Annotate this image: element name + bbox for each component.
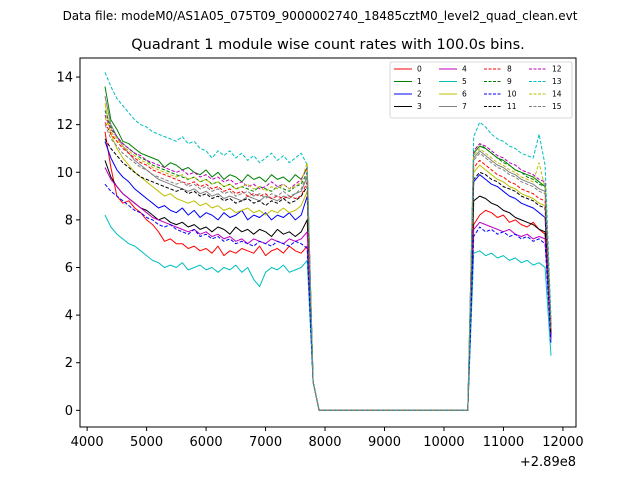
x-tick-label: 8000	[308, 435, 341, 450]
series-line-1	[104, 86, 552, 411]
series-line-10	[104, 183, 552, 411]
series-line-3	[104, 160, 552, 411]
x-tick-label: 10000	[423, 435, 464, 450]
legend-label-5: 5	[462, 77, 467, 86]
series-line-2	[104, 141, 552, 411]
y-tick-label: 8	[65, 213, 73, 228]
x-tick-label: 11000	[483, 435, 524, 450]
plot-area	[80, 58, 576, 427]
legend-label-14: 14	[552, 90, 562, 99]
legend-label-10: 10	[507, 90, 517, 99]
series-line-12	[104, 114, 552, 411]
series-line-15	[104, 124, 552, 411]
legend-label-4: 4	[462, 65, 467, 74]
y-tick-label: 2	[65, 356, 73, 371]
series-line-0	[104, 131, 552, 411]
legend-label-7: 7	[462, 102, 467, 111]
series-line-14	[104, 117, 552, 411]
legend-label-2: 2	[417, 90, 422, 99]
y-tick-label: 6	[65, 261, 73, 276]
x-tick-label: 6000	[190, 435, 223, 450]
x-offset-label: +2.89e8	[520, 455, 576, 470]
legend-label-1: 1	[417, 77, 422, 86]
series-line-6	[104, 103, 552, 411]
x-tick-label: 9000	[368, 435, 401, 450]
y-tick-label: 10	[56, 166, 73, 181]
series-line-5	[104, 214, 552, 411]
y-tick-label: 14	[56, 71, 73, 86]
legend-label-3: 3	[417, 102, 422, 111]
series-line-7	[104, 95, 552, 411]
legend-label-6: 6	[462, 90, 467, 99]
legend-label-13: 13	[552, 77, 562, 86]
ticks-layer: 4000 5000 6000 7000 8000 9000 10000 11000 12000 0…	[56, 71, 583, 450]
series-line-11	[104, 138, 552, 411]
figure-suptitle: Data file: modeM0/AS1A05_075T09_90000027…	[63, 9, 578, 23]
legend-label-0: 0	[417, 65, 422, 74]
chart-title: Quadrant 1 module wise count rates with …	[131, 37, 525, 53]
series-line-8	[104, 122, 552, 411]
legend-label-12: 12	[552, 65, 562, 74]
plot-frame	[79, 57, 577, 428]
series-line-4	[104, 167, 552, 411]
x-tick-label: 4000	[71, 435, 104, 450]
series-line-13	[104, 72, 552, 411]
legend-label-15: 15	[552, 102, 562, 111]
x-tick-label: 5000	[130, 435, 163, 450]
legend-label-8: 8	[507, 65, 512, 74]
series-line-9	[104, 110, 552, 411]
y-tick-label: 4	[65, 309, 73, 324]
x-tick-label: 12000	[542, 435, 583, 450]
series-layer	[104, 72, 552, 411]
legend-label-11: 11	[507, 102, 517, 111]
legend-label-9: 9	[507, 77, 512, 86]
legend-box	[389, 61, 573, 119]
x-tick-label: 7000	[249, 435, 282, 450]
y-tick-label: 0	[65, 404, 73, 419]
y-tick-label: 12	[56, 118, 73, 133]
